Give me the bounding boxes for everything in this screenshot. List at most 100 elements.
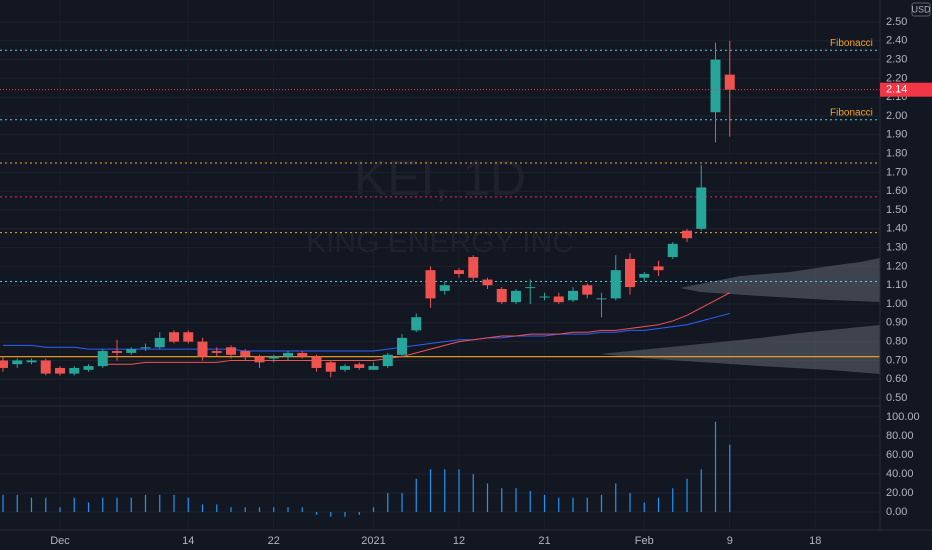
- candle-body: [496, 288, 507, 303]
- candle-body: [454, 270, 464, 274]
- x-tick-label: Dec: [50, 535, 70, 547]
- candle-body: [710, 59, 721, 113]
- y-tick-label: 1.30: [886, 242, 907, 254]
- candle-body: [667, 243, 678, 258]
- grid: [0, 21, 880, 513]
- currency: USD: [911, 4, 931, 14]
- candle-body: [610, 270, 621, 299]
- level-label: Fibonacci: [830, 107, 873, 118]
- y-tick-label: 0.70: [886, 354, 907, 366]
- x-tick-label: 9: [727, 535, 733, 547]
- y-tick-label: 1.20: [886, 260, 907, 272]
- axis: 0.50 0.60 0.70 0.80 0.90 1.00 1.10 1.20 1.30 1.40…: [50, 16, 932, 547]
- x-tick-label: 22: [268, 535, 280, 547]
- level-label: Fibonacci: [830, 38, 873, 49]
- y-tick-label: 2.00: [886, 110, 907, 122]
- candle-body: [55, 367, 65, 374]
- volume-tick-label: 80.00: [886, 430, 914, 442]
- y-tick-label: 1.80: [886, 148, 907, 160]
- candle-body: [553, 296, 564, 303]
- candle-body: [340, 366, 350, 370]
- y-tick-label: 2.30: [886, 54, 907, 66]
- candle-body: [425, 270, 436, 299]
- candle-body: [582, 285, 593, 295]
- y-tick-label: 2.40: [886, 35, 907, 47]
- y-tick-label: 1.60: [886, 185, 907, 197]
- volume-tick-label: 60.00: [886, 449, 914, 461]
- candle-body: [0, 360, 8, 368]
- candle-body: [696, 187, 707, 229]
- y-tick-label: 1.00: [886, 298, 907, 310]
- y-tick-label: 1.50: [886, 204, 907, 216]
- candle-body: [439, 285, 450, 291]
- candle-body: [112, 351, 122, 353]
- candle-body: [482, 279, 493, 286]
- candle-body: [511, 290, 521, 303]
- watermark-subtitle: KING ENERGY INC: [306, 226, 574, 259]
- candle-body: [140, 347, 151, 349]
- candle-body: [83, 366, 94, 370]
- volume-tick-label: 100.00: [886, 411, 920, 423]
- candle-body: [468, 257, 479, 278]
- candle-body: [283, 352, 293, 357]
- volume-profile: [680, 258, 880, 302]
- candle-body: [625, 258, 635, 288]
- volume-tick-label: 0.00: [886, 506, 907, 518]
- y-tick-label: 1.70: [886, 166, 907, 178]
- volume-profile: [600, 325, 880, 374]
- watermark: KEI, 1D: [354, 150, 526, 206]
- y-tick-label: 1.90: [886, 129, 907, 141]
- x-tick-label: 2021: [361, 535, 385, 547]
- candle-body: [653, 266, 664, 271]
- candle-body: [539, 296, 550, 298]
- y-tick-label: 0.50: [886, 392, 907, 404]
- y-tick-label: 0.60: [886, 373, 907, 385]
- y-tick-label: 0.80: [886, 336, 907, 348]
- moving-average: [3, 312, 730, 352]
- x-tick-label: 14: [182, 535, 194, 547]
- candle-body: [12, 360, 23, 365]
- candle-body: [197, 341, 208, 357]
- candle-body: [240, 351, 251, 357]
- candle-body: [69, 367, 80, 374]
- x-tick-label: 21: [538, 535, 550, 547]
- candle-body: [596, 298, 607, 300]
- candle-body: [568, 290, 578, 301]
- candle-body: [382, 354, 393, 367]
- candle-body: [325, 362, 336, 372]
- last-price-box: [880, 82, 932, 97]
- candle-body: [211, 351, 222, 353]
- y-tick-label: 2.50: [886, 16, 907, 28]
- candle-body: [411, 317, 422, 331]
- candle-body: [97, 351, 108, 367]
- y-tick-label: 1.10: [886, 279, 907, 291]
- candle-body: [154, 337, 165, 348]
- candle-body: [297, 352, 308, 357]
- candle-body: [226, 347, 236, 355]
- candle-body: [724, 74, 735, 90]
- candle-body: [682, 230, 692, 239]
- candle-body: [268, 356, 279, 359]
- candle-body: [354, 364, 365, 368]
- candle-body: [525, 287, 536, 289]
- x-tick-label: Feb: [635, 535, 654, 547]
- candle-body: [26, 360, 37, 363]
- candle-body: [40, 360, 51, 374]
- candle-body: [169, 332, 179, 342]
- candle-body: [397, 337, 407, 355]
- candle-body: [183, 332, 194, 342]
- candle-body: [254, 356, 265, 363]
- volume-tick-label: 20.00: [886, 487, 914, 499]
- y-tick-label: 1.40: [886, 223, 907, 235]
- candle-body: [311, 356, 322, 368]
- currency-box: [911, 2, 931, 17]
- candle-body: [126, 349, 137, 353]
- candle-body: [368, 366, 379, 370]
- moving-average: [102, 292, 730, 365]
- plot-area: Fibonacci Fibonacci: [0, 38, 880, 517]
- volume-tick-label: 40.00: [886, 468, 914, 480]
- y-tick-label: 0.90: [886, 317, 907, 329]
- y-tick-label: 2.20: [886, 72, 907, 84]
- x-tick-label: 12: [453, 535, 465, 547]
